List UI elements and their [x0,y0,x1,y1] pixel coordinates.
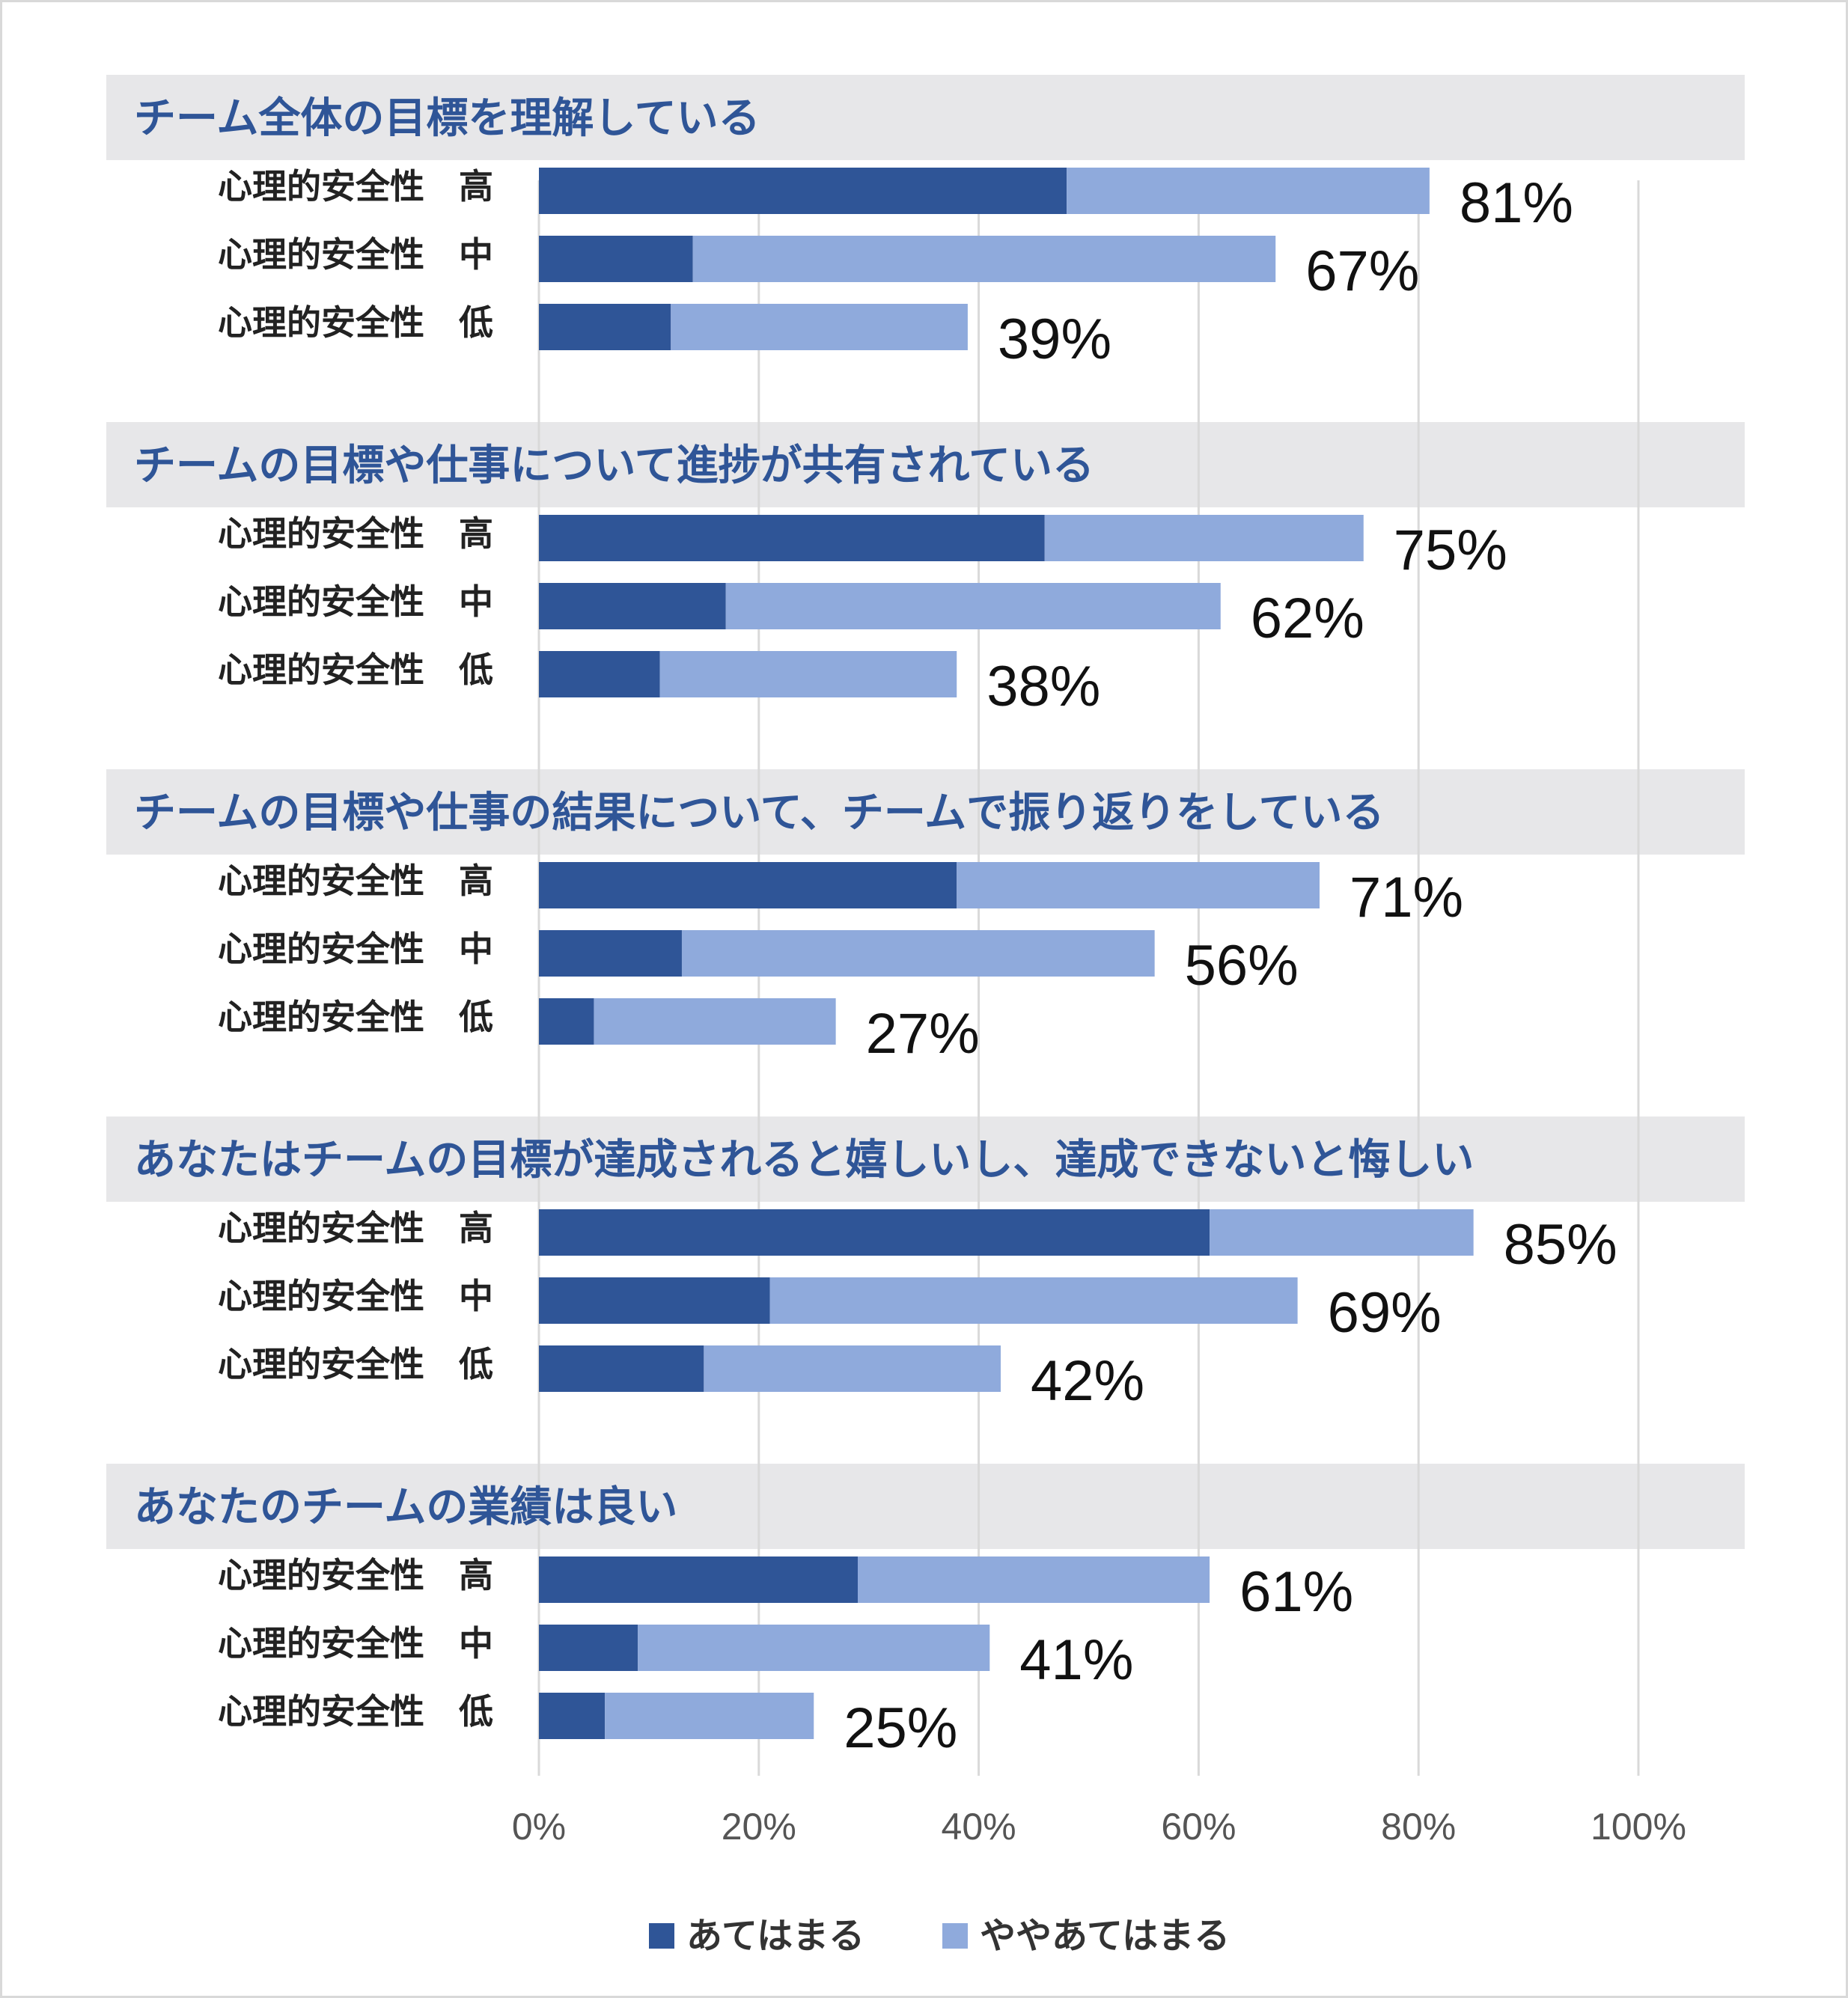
bar-fully-applies [539,998,594,1045]
row-label: 心理的安全性 高 [218,166,493,207]
bar-somewhat-applies [659,651,957,697]
legend-label: ややあてはまる [980,1915,1230,1957]
bar-fully-applies [539,1625,638,1671]
total-percentage-label: 85% [1504,1213,1617,1277]
total-percentage-label: 61% [1239,1560,1353,1624]
x-tick-label: 20% [722,1806,796,1848]
total-percentage-label: 81% [1460,171,1573,235]
bar-fully-applies [539,168,1067,214]
total-percentage-label: 56% [1185,934,1299,998]
section-title: チームの目標や仕事について進捗が共有されている [134,442,1094,490]
row-label: 心理的安全性 中 [218,581,493,622]
row-label: 心理的安全性 低 [218,302,493,343]
section-title: あなたはチームの目標が達成されると嬉しいし、達成できないと悔しい [134,1136,1474,1185]
total-percentage-label: 62% [1251,587,1364,650]
total-percentage-label: 38% [986,655,1100,718]
bar-somewhat-applies [692,236,1276,282]
total-percentage-label: 42% [1031,1349,1144,1413]
row-label: 心理的安全性 低 [218,1691,493,1732]
legend-swatch [649,1923,674,1949]
total-percentage-label: 41% [1019,1628,1133,1692]
x-tick-label: 0% [512,1806,566,1848]
bar-fully-applies [539,1693,606,1739]
legend-swatch [942,1923,968,1949]
bar-fully-applies [539,651,660,697]
x-tick-label: 40% [942,1806,1016,1848]
bar-somewhat-applies [769,1277,1298,1324]
section-title: あなたのチームの業績は良い [134,1483,677,1532]
bar-fully-applies [539,1556,859,1603]
section-header-band [106,75,1745,160]
legend-label: あてはまる [686,1915,864,1957]
total-percentage-label: 27% [866,1002,980,1066]
row-label: 心理的安全性 高 [218,513,493,554]
bar-somewhat-applies [681,930,1155,977]
section-title: チームの目標や仕事の結果について、チームで振り返りをしている [134,789,1384,837]
section-header-band [106,1464,1745,1549]
row-label: 心理的安全性 中 [218,234,493,275]
bar-somewhat-applies [594,998,836,1045]
bar-fully-applies [539,236,693,282]
bar-fully-applies [539,583,726,629]
bar-somewhat-applies [1210,1209,1474,1256]
row-label: 心理的安全性 低 [218,997,493,1037]
x-tick-label: 60% [1161,1806,1236,1848]
total-percentage-label: 69% [1328,1281,1442,1345]
bar-fully-applies [539,304,671,350]
bar-somewhat-applies [1067,168,1430,214]
row-label: 心理的安全性 高 [218,861,493,901]
bar-somewhat-applies [638,1625,990,1671]
x-tick-label: 80% [1381,1806,1456,1848]
row-label: 心理的安全性 高 [218,1555,493,1595]
section-header-band [106,769,1745,855]
bar-fully-applies [539,930,682,977]
total-percentage-label: 71% [1350,866,1463,929]
total-percentage-label: 67% [1305,239,1419,303]
bar-fully-applies [539,1209,1210,1256]
row-label: 心理的安全性 中 [218,929,493,969]
bar-somewhat-applies [957,862,1320,908]
bar-fully-applies [539,862,957,908]
row-label: 心理的安全性 高 [218,1208,493,1248]
row-label: 心理的安全性 中 [218,1623,493,1664]
row-label: 心理的安全性 低 [218,1344,493,1384]
row-label: 心理的安全性 中 [218,1276,493,1316]
bar-fully-applies [539,1345,704,1392]
bar-somewhat-applies [725,583,1221,629]
bar-somewhat-applies [1044,515,1364,561]
total-percentage-label: 39% [998,308,1111,371]
total-percentage-label: 25% [844,1696,957,1760]
bar-somewhat-applies [671,304,968,350]
section-title: チーム全体の目標を理解している [134,94,760,143]
section-header-band [106,422,1745,507]
bar-somewhat-applies [605,1693,814,1739]
x-tick-label: 100% [1591,1806,1686,1848]
bar-somewhat-applies [704,1345,1001,1392]
row-label: 心理的安全性 低 [218,650,493,690]
bar-somewhat-applies [858,1556,1210,1603]
bar-fully-applies [539,515,1045,561]
total-percentage-label: 75% [1394,519,1507,582]
section-header-band [106,1116,1745,1202]
bar-fully-applies [539,1277,770,1324]
